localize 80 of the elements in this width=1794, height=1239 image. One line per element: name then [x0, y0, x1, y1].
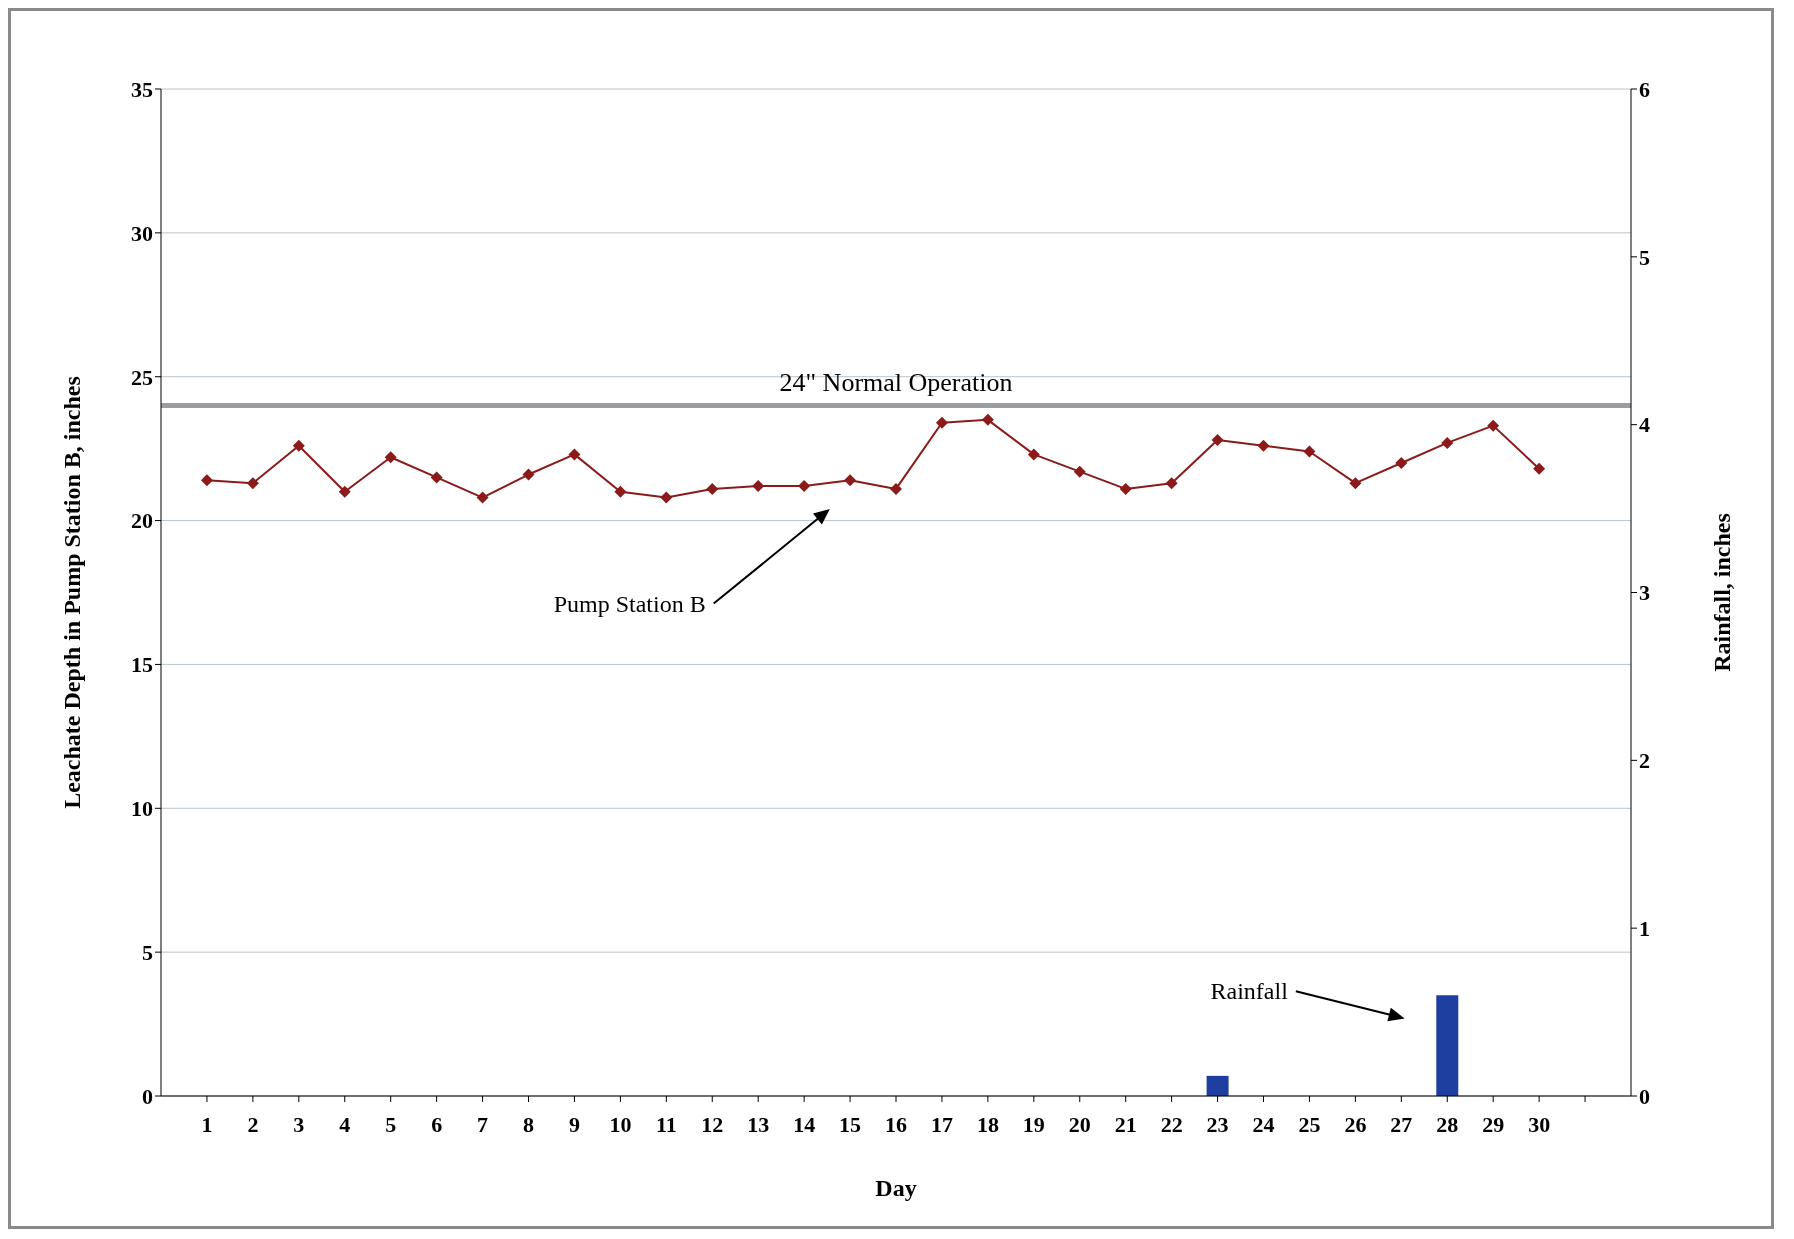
y-tick-label: 20: [131, 508, 153, 534]
annotation: Pump Station B: [553, 590, 706, 617]
point: [981, 413, 994, 426]
point: [660, 491, 673, 504]
y2-tick-label: 4: [1639, 412, 1650, 438]
y-tick-label: 10: [131, 796, 153, 822]
point: [1211, 434, 1224, 447]
point: [1487, 419, 1500, 432]
x-tick-label: 21: [1114, 1111, 1137, 1137]
x-tick-label: 26: [1344, 1111, 1367, 1137]
point: [706, 482, 719, 495]
y-tick-label: 35: [131, 76, 153, 102]
point: [430, 471, 443, 484]
y-tick-label: 15: [131, 652, 153, 678]
point: [1349, 477, 1362, 490]
y2-tick-label: 6: [1639, 76, 1650, 102]
annotation: Rainfall: [1210, 978, 1289, 1005]
x-tick-label: 13: [747, 1111, 770, 1137]
x-tick-label: 24: [1252, 1111, 1275, 1137]
x-tick-label: 7: [477, 1111, 489, 1137]
y2-tick-label: 1: [1639, 915, 1650, 941]
y2-tick-label: 2: [1639, 748, 1650, 774]
point: [935, 416, 948, 429]
point: [292, 439, 305, 452]
x-axis-title: Day: [875, 1175, 917, 1201]
x-tick-label: 3: [293, 1111, 305, 1137]
y2-tick-label: 0: [1639, 1083, 1650, 1109]
x-tick-label: 11: [655, 1111, 677, 1137]
point: [1395, 457, 1408, 470]
x-tick-label: 8: [523, 1111, 534, 1137]
x-tick-label: 9: [568, 1111, 580, 1137]
x-tick-label: 29: [1482, 1111, 1505, 1137]
x-tick-label: 30: [1528, 1111, 1551, 1137]
y2-tick-label: 5: [1639, 244, 1650, 270]
y2-axis-title: Rainfall, inches: [1708, 513, 1735, 672]
ref-line-label: 24" Normal Operation: [779, 368, 1013, 398]
point: [1073, 465, 1086, 478]
x-tick-label: 17: [930, 1111, 953, 1137]
x-tick-label: 2: [247, 1111, 259, 1137]
y-tick-label: 30: [131, 220, 153, 246]
point: [1165, 477, 1178, 490]
point: [1027, 448, 1040, 461]
x-tick-label: 22: [1160, 1111, 1183, 1137]
x-tick-label: 10: [609, 1111, 632, 1137]
x-tick-label: 28: [1436, 1111, 1459, 1137]
x-tick-label: 15: [839, 1111, 862, 1137]
y-tick-label: 5: [142, 939, 153, 965]
x-tick-label: 14: [793, 1111, 816, 1137]
y-tick-label: 0: [142, 1083, 153, 1109]
point: [338, 485, 351, 498]
x-tick-label: 23: [1206, 1111, 1229, 1137]
point: [1441, 436, 1454, 449]
x-tick-label: 12: [701, 1111, 724, 1137]
y2-tick-label: 3: [1639, 580, 1650, 606]
point: [798, 480, 811, 493]
x-tick-label: 20: [1068, 1111, 1091, 1137]
point: [1303, 445, 1316, 458]
y-axis-title: Leachate Depth in Pump Station B, inches: [58, 376, 85, 809]
point: [568, 448, 581, 461]
point: [246, 477, 259, 490]
point: [1533, 462, 1546, 475]
x-tick-label: 16: [885, 1111, 907, 1137]
y-tick-label: 25: [131, 364, 153, 390]
x-tick-label: 4: [339, 1111, 351, 1137]
x-tick-label: 1: [201, 1111, 213, 1137]
point: [844, 474, 857, 487]
point: [614, 485, 627, 498]
point: [200, 474, 213, 487]
point: [476, 491, 489, 504]
x-tick-label: 5: [385, 1111, 397, 1137]
point: [384, 451, 397, 464]
x-tick-label: 19: [1022, 1111, 1045, 1137]
x-tick-label: 6: [431, 1111, 443, 1137]
x-tick-label: 18: [976, 1111, 999, 1137]
x-tick-label: 27: [1390, 1111, 1413, 1137]
point: [890, 482, 902, 495]
point: [1257, 439, 1270, 452]
x-tick-label: 25: [1298, 1111, 1321, 1137]
point: [1119, 482, 1132, 495]
point: [522, 468, 535, 481]
